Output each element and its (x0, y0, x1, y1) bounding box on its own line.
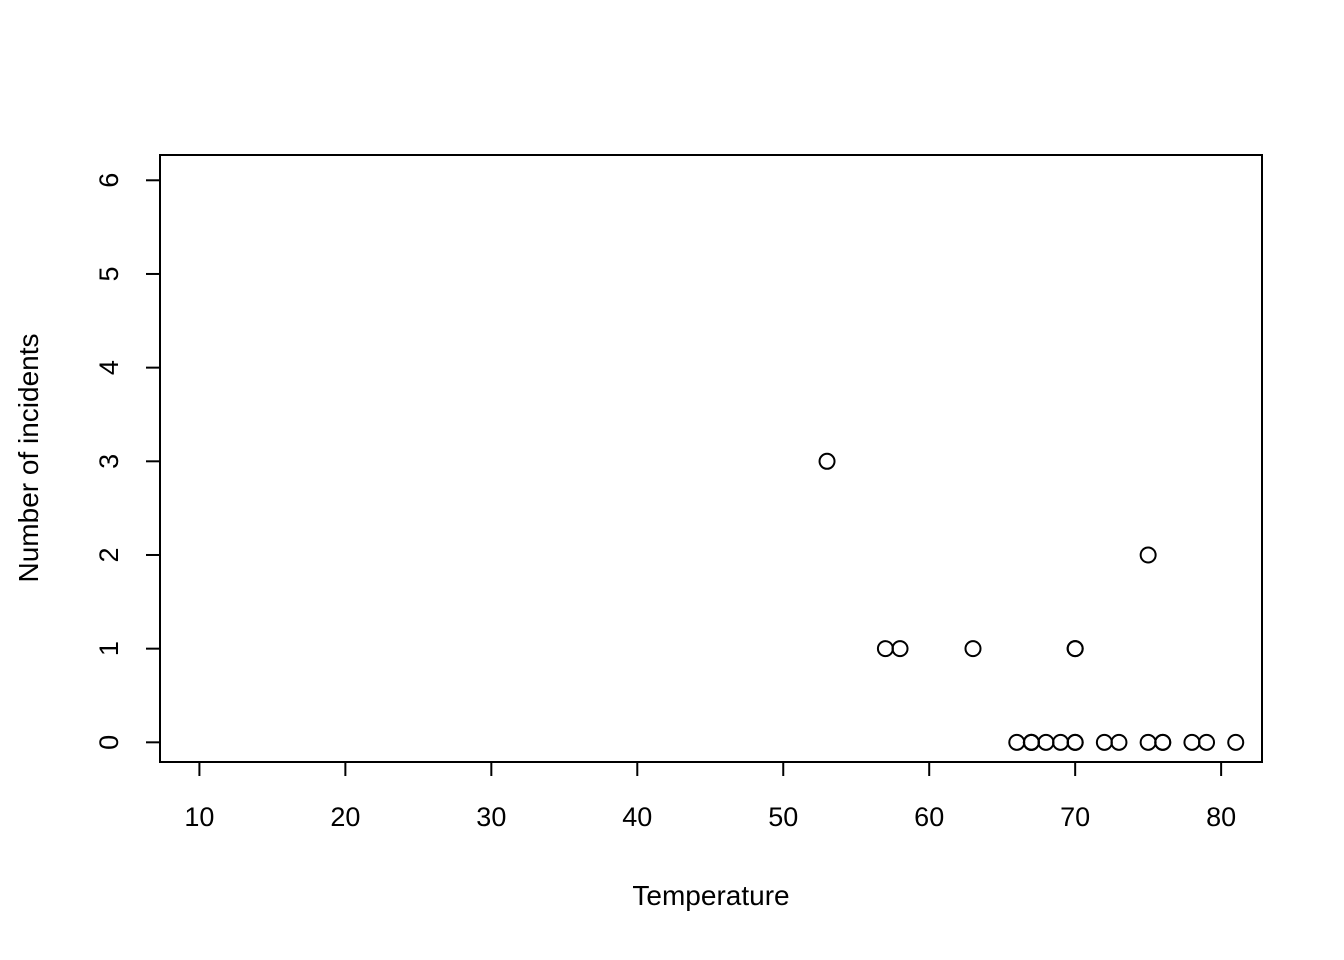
y-tick-label: 1 (94, 641, 124, 656)
y-tick-label: 5 (94, 266, 124, 281)
data-point-circle (1139, 546, 1157, 564)
data-point-circle (876, 640, 894, 658)
x-tick-label: 70 (1060, 802, 1090, 832)
x-tick-label: 50 (768, 802, 798, 832)
x-tick-label: 40 (622, 802, 652, 832)
y-tick-label: 3 (94, 454, 124, 469)
x-tick-label: 30 (476, 802, 506, 832)
y-tick-label: 6 (94, 173, 124, 188)
data-point-circle (1066, 640, 1084, 658)
data-point-circle (818, 452, 836, 470)
data-point-circle (1022, 733, 1040, 751)
y-tick-label: 0 (94, 735, 124, 750)
data-point-circle (1052, 733, 1070, 751)
data-point-circle (1139, 733, 1157, 751)
data-point-circle (1198, 733, 1216, 751)
data-point-circle (1095, 733, 1113, 751)
y-tick-label: 4 (94, 360, 124, 375)
data-point-circle (1227, 733, 1245, 751)
x-tick-label: 20 (330, 802, 360, 832)
data-point-circle (1037, 733, 1055, 751)
x-tick-label: 80 (1206, 802, 1236, 832)
data-point-circle (964, 640, 982, 658)
x-tick-label: 60 (914, 802, 944, 832)
x-axis-title: Temperature (632, 880, 789, 911)
x-tick-label: 10 (184, 802, 214, 832)
data-point-circle (1110, 733, 1128, 751)
data-point-circle (1154, 733, 1172, 751)
y-axis-title: Number of incidents (13, 333, 44, 582)
plot-box (159, 154, 1263, 763)
y-tick-label: 2 (94, 547, 124, 562)
data-point-circle (891, 640, 909, 658)
data-point-circle (1008, 733, 1026, 751)
data-point-circle (1066, 733, 1084, 751)
data-point-circle (1183, 733, 1201, 751)
